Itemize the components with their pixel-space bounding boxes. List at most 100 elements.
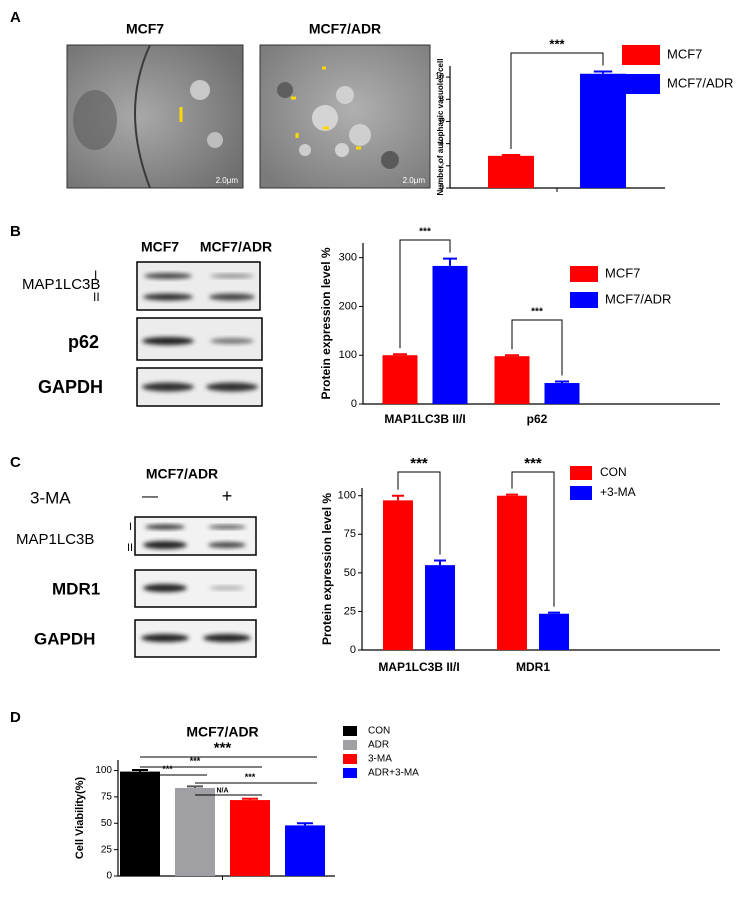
legend-label: ADR+3-MA <box>368 768 419 779</box>
significance-label: *** <box>549 36 565 51</box>
legend-swatch <box>343 754 357 764</box>
y-tick-label: 8 <box>440 94 445 103</box>
significance-label: *** <box>190 756 201 766</box>
bar <box>432 265 468 404</box>
y-axis-label: Cell Viability(%) <box>74 777 86 860</box>
legend-swatch <box>343 726 357 736</box>
y-tick-label: 200 <box>339 300 357 312</box>
scale-label: 2.0μm <box>216 176 239 185</box>
significance-label: *** <box>410 455 428 472</box>
legend-swatch <box>343 768 357 778</box>
em-image <box>66 44 244 189</box>
error-bar <box>548 611 560 614</box>
y-tick-label: 100 <box>338 490 356 502</box>
error-bar <box>132 769 148 772</box>
image-title: MCF7 <box>126 21 164 37</box>
y-tick-label: 100 <box>95 765 112 776</box>
x-tick-label: MAP1LC3B II/I <box>378 660 459 674</box>
x-tick-label: MAP1LC3B II/I <box>384 412 465 426</box>
y-axis-label: Number of autophagic vacuoles/cell <box>436 59 445 196</box>
bar <box>539 613 569 650</box>
error-bar <box>506 493 518 496</box>
y-tick-label: 75 <box>344 528 356 540</box>
legend-swatch <box>622 74 660 94</box>
y-tick-label: 0 <box>106 871 112 882</box>
error-bar <box>555 380 569 384</box>
y-tick-label: 6 <box>440 117 445 126</box>
bar <box>382 355 418 404</box>
y-tick-label: 100 <box>339 349 357 361</box>
y-tick-label: 0 <box>440 183 445 192</box>
y-axis-label: Protein expression level % <box>319 247 333 399</box>
significance-label: *** <box>419 227 431 238</box>
y-tick-label: 25 <box>344 605 356 617</box>
y-tick-label: 75 <box>101 792 113 803</box>
legend-swatch <box>570 266 598 282</box>
condition-label: + <box>222 486 233 506</box>
x-tick-label: MDR1 <box>516 660 550 674</box>
treatment-label: 3-MA <box>30 488 71 507</box>
bar <box>120 771 160 876</box>
bar <box>175 787 215 876</box>
bar <box>497 495 527 650</box>
y-tick-label: 50 <box>101 818 113 829</box>
error-bar <box>242 797 258 801</box>
legend-swatch <box>570 292 598 308</box>
legend-swatch <box>570 486 592 500</box>
legend-label: MCF7 <box>667 46 702 61</box>
blot-row: MAP1LC3B <box>16 531 94 548</box>
band-label: II <box>127 542 133 554</box>
legend-label: ADR <box>368 740 389 751</box>
significance-label: *** <box>162 764 173 774</box>
error-bar <box>505 354 519 357</box>
legend-swatch <box>343 740 357 750</box>
legend-label: MCF7/ADR <box>667 75 733 90</box>
legend-label: MCF7 <box>605 265 640 280</box>
panel-label: A <box>10 9 21 26</box>
bar <box>285 825 325 876</box>
image-title: MCF7/ADR <box>309 21 381 37</box>
bar <box>425 565 455 650</box>
bar <box>580 73 626 188</box>
significance-bracket <box>511 319 563 376</box>
significance-label: N/A <box>216 787 228 794</box>
error-bar <box>392 494 404 501</box>
error-bar <box>501 153 521 156</box>
panel-label: C <box>10 454 21 471</box>
error-bar <box>297 822 313 826</box>
em-image <box>259 44 431 189</box>
bar <box>494 356 530 404</box>
blot-row: MDR1 <box>52 579 100 598</box>
blot <box>136 261 263 407</box>
blot-row: GAPDH <box>38 377 103 397</box>
band-label: II <box>93 290 100 304</box>
bar <box>544 383 580 404</box>
bar <box>488 155 534 188</box>
y-axis-label: Protein expression level % <box>320 493 334 645</box>
bar <box>383 500 413 650</box>
significance-label: *** <box>245 772 256 782</box>
error-bar <box>187 785 203 788</box>
band-label: I <box>129 521 132 533</box>
y-tick-label: 4 <box>440 139 445 148</box>
y-tick-label: 300 <box>339 252 357 264</box>
legend-label: MCF7/ADR <box>605 291 671 306</box>
significance-label: *** <box>214 739 232 756</box>
significance-label: *** <box>531 307 543 318</box>
y-tick-label: 50 <box>344 567 356 579</box>
error-bar <box>393 353 407 356</box>
legend-swatch <box>622 45 660 65</box>
significance-bracket <box>397 471 441 555</box>
y-tick-label: 2 <box>440 161 445 170</box>
error-bar <box>443 257 457 266</box>
legend-label: CON <box>368 726 390 737</box>
panel-label: D <box>10 709 21 726</box>
band-label: I <box>94 268 97 282</box>
y-tick-label: 0 <box>350 644 356 656</box>
chart-title: MCF7/ADR <box>186 724 258 740</box>
blot-column: MCF7 <box>141 239 179 255</box>
blot-row: GAPDH <box>34 629 95 648</box>
blot-row: MAP1LC3B <box>22 276 100 293</box>
panel-label: B <box>10 223 21 240</box>
